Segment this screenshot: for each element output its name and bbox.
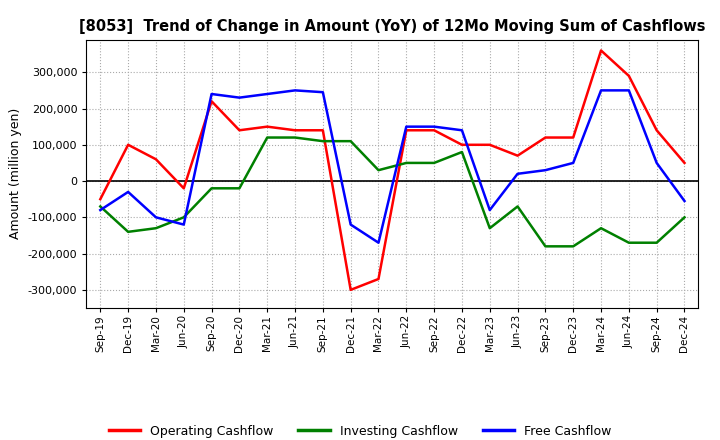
Operating Cashflow — [569, 135, 577, 140]
Line: Operating Cashflow: Operating Cashflow — [100, 51, 685, 290]
Line: Free Cashflow: Free Cashflow — [100, 90, 685, 243]
Operating Cashflow — [235, 128, 243, 133]
Operating Cashflow — [346, 287, 355, 293]
Y-axis label: Amount (million yen): Amount (million yen) — [9, 108, 22, 239]
Free Cashflow — [152, 215, 161, 220]
Operating Cashflow — [402, 128, 410, 133]
Operating Cashflow — [152, 157, 161, 162]
Investing Cashflow — [652, 240, 661, 246]
Operating Cashflow — [263, 124, 271, 129]
Investing Cashflow — [263, 135, 271, 140]
Operating Cashflow — [485, 142, 494, 147]
Investing Cashflow — [374, 168, 383, 173]
Free Cashflow — [430, 124, 438, 129]
Operating Cashflow — [458, 142, 467, 147]
Investing Cashflow — [124, 229, 132, 235]
Investing Cashflow — [207, 186, 216, 191]
Operating Cashflow — [374, 276, 383, 282]
Legend: Operating Cashflow, Investing Cashflow, Free Cashflow: Operating Cashflow, Investing Cashflow, … — [104, 420, 616, 440]
Operating Cashflow — [207, 99, 216, 104]
Free Cashflow — [485, 207, 494, 213]
Title: [8053]  Trend of Change in Amount (YoY) of 12Mo Moving Sum of Cashflows: [8053] Trend of Change in Amount (YoY) o… — [79, 19, 706, 34]
Investing Cashflow — [569, 244, 577, 249]
Investing Cashflow — [318, 139, 327, 144]
Investing Cashflow — [430, 160, 438, 165]
Investing Cashflow — [96, 204, 104, 209]
Free Cashflow — [541, 168, 550, 173]
Operating Cashflow — [291, 128, 300, 133]
Operating Cashflow — [680, 160, 689, 165]
Free Cashflow — [652, 160, 661, 165]
Operating Cashflow — [597, 48, 606, 53]
Free Cashflow — [235, 95, 243, 100]
Operating Cashflow — [513, 153, 522, 158]
Investing Cashflow — [235, 186, 243, 191]
Investing Cashflow — [624, 240, 633, 246]
Investing Cashflow — [485, 226, 494, 231]
Investing Cashflow — [597, 226, 606, 231]
Investing Cashflow — [458, 150, 467, 155]
Operating Cashflow — [652, 128, 661, 133]
Free Cashflow — [597, 88, 606, 93]
Free Cashflow — [96, 207, 104, 213]
Free Cashflow — [291, 88, 300, 93]
Investing Cashflow — [291, 135, 300, 140]
Investing Cashflow — [152, 226, 161, 231]
Operating Cashflow — [541, 135, 550, 140]
Investing Cashflow — [346, 139, 355, 144]
Free Cashflow — [207, 92, 216, 97]
Free Cashflow — [124, 189, 132, 194]
Operating Cashflow — [624, 73, 633, 78]
Free Cashflow — [263, 92, 271, 97]
Investing Cashflow — [179, 215, 188, 220]
Free Cashflow — [179, 222, 188, 227]
Operating Cashflow — [318, 128, 327, 133]
Investing Cashflow — [680, 215, 689, 220]
Free Cashflow — [318, 90, 327, 95]
Operating Cashflow — [430, 128, 438, 133]
Free Cashflow — [374, 240, 383, 246]
Free Cashflow — [346, 222, 355, 227]
Free Cashflow — [402, 124, 410, 129]
Free Cashflow — [513, 171, 522, 176]
Line: Investing Cashflow: Investing Cashflow — [100, 138, 685, 246]
Operating Cashflow — [96, 197, 104, 202]
Investing Cashflow — [541, 244, 550, 249]
Operating Cashflow — [124, 142, 132, 147]
Free Cashflow — [569, 160, 577, 165]
Operating Cashflow — [179, 186, 188, 191]
Investing Cashflow — [402, 160, 410, 165]
Free Cashflow — [624, 88, 633, 93]
Investing Cashflow — [513, 204, 522, 209]
Free Cashflow — [458, 128, 467, 133]
Free Cashflow — [680, 198, 689, 204]
